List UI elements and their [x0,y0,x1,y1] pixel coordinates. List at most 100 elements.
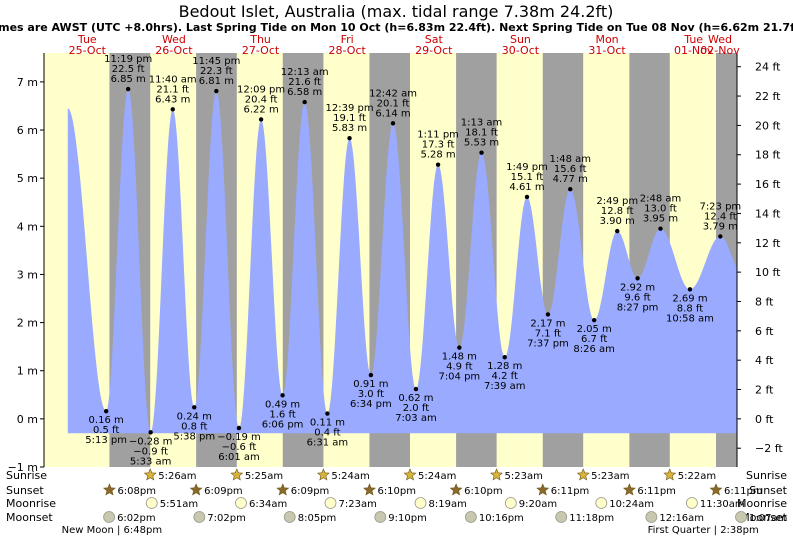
y-tick-label-ft: 0 ft [755,413,774,426]
day-date-label: 29-Oct [415,44,453,57]
low-tide-point [148,430,153,435]
sunset-icon [189,483,203,496]
low-tide-label: 0.5 ft [93,425,119,436]
low-tide-point [457,345,462,350]
low-tide-label: 1.48 m [442,352,477,363]
sunrise-icon [403,468,417,481]
moonset-icon [193,511,206,523]
high-tide-label: 15.6 ft [554,164,587,175]
low-tide-label: −0.9 ft [133,446,168,457]
sunset-time: 6:11pm [637,486,676,497]
sunrise-time: 5:23am [591,471,629,482]
moonset-time: 11:18pm [569,513,614,524]
sunrise-time: 5:26am [158,471,196,482]
low-tide-point [103,408,109,414]
row-label-right: Moonrise [737,497,787,510]
low-tide-label: −0.19 m [217,432,261,443]
moonrise-icon [145,497,158,509]
y-tick-label-ft: 2 ft [755,384,774,397]
moonrise-time: 6:34am [249,499,287,510]
low-tide-label: 4.9 ft [446,362,472,373]
row-label-right: Sunrise [746,469,787,482]
low-tide-label: 0.91 m [353,379,388,390]
low-tide-label: 7:03 am [395,413,437,424]
low-tide-label: 5:38 pm [173,431,215,442]
high-tide-label: 11:40 am [149,74,197,85]
moonset-icon [735,511,747,523]
low-tide-label: 9.6 ft [624,292,650,303]
high-tide-label: 2:49 pm [596,196,638,207]
low-tide-label: −0.6 ft [222,442,257,453]
high-tide-label: 20.4 ft [245,94,278,105]
low-tide-point [502,355,507,360]
high-tide-label: 7:23 pm [699,201,741,212]
moonset-time: 1:07am [749,513,787,524]
y-tick-label-m: 2 m [17,317,38,330]
low-tide-label: 2.0 ft [403,403,429,414]
high-tide-point [125,86,131,92]
sunset-time: 6:10pm [377,486,416,497]
low-tide-label: 0.62 m [398,393,433,404]
low-tide-label: 7.1 ft [535,328,561,339]
moonset-icon [283,511,296,523]
y-tick-label-ft: 8 ft [755,295,774,308]
high-tide-label: 12.8 ft [601,206,634,217]
low-tide-label: 0.4 ft [314,428,340,439]
y-tick-label-ft: 24 ft [755,61,781,74]
row-label-right: Sunset [749,484,787,497]
chart-axes: −1 m 0 m 1 m 2 m 3 m 4 m 5 m 6 m 7 m −2 ft 0 ft 2 f… [8,53,783,474]
day-weekday-label: Sun [510,33,531,46]
high-tide-label: 6.85 m [111,74,146,85]
high-tide-label: 6.43 m [155,94,190,105]
day-weekday-label: Wed [708,33,732,46]
sunset-time: 6:08pm [117,486,156,497]
low-tide-label: 6:01 am [218,452,260,463]
day-date-label: 30-Oct [502,44,540,57]
high-tide-point [258,117,264,122]
low-tide-label: 3.0 ft [358,389,384,400]
high-tide-point [615,228,620,234]
high-tide-point [479,150,484,155]
low-tide-label: 0.11 m [310,418,345,429]
low-tide-label: 7:04 pm [438,372,480,383]
sunset-time: 6:11pm [724,486,763,497]
high-tide-label: 1:11 pm [417,130,459,141]
y-tick-label-ft: 14 ft [755,207,781,220]
low-tide-label: 6:31 am [307,438,349,449]
high-tide-label: 12.4 ft [704,211,737,222]
high-tide-label: 5.53 m [464,138,499,149]
high-tide-label: 1:13 am [461,118,503,129]
low-tide-label: 10:58 am [666,313,714,324]
y-tick-label-ft: 22 ft [755,90,781,103]
day-weekday-label: Thu [249,33,271,46]
low-tide-point [192,405,197,410]
row-label-right: Moonset [740,511,787,524]
high-tide-label: 12:09 pm [237,84,285,95]
y-tick-label-ft: 18 ft [755,149,781,162]
sunrise-time: 5:24am [331,471,369,482]
chart-title: Bedout Islet, Australia (max. tidal rang… [179,2,614,21]
tide-curve [67,89,738,434]
low-tide-label: 7:39 am [484,381,526,392]
day-weekday-label: Tue [683,33,703,46]
low-tide-label: 8:26 am [573,344,615,355]
low-tide-point [591,317,597,323]
low-tide-point [236,425,242,431]
sunrise-time: 5:25am [245,471,283,482]
low-tide-label: 6:34 pm [350,399,392,410]
high-tide-point [302,99,307,105]
high-tide-label: 15.1 ft [511,172,544,183]
day-weekday-label: Wed [162,33,186,46]
tide-area [67,89,738,434]
y-tick-label-m: 1 m [17,365,38,378]
day-date-label: 25-Oct [69,44,107,57]
y-tick-label-ft: 10 ft [755,266,781,279]
sunrise-icon [663,468,677,481]
high-tide-point [524,194,530,200]
row-label-left: Sunrise [6,469,47,482]
high-tide-label: 1:49 pm [506,162,548,173]
low-tide-label: 4.2 ft [492,371,518,382]
high-tide-label: 22.3 ft [200,66,233,77]
high-tide-label: 5.28 m [420,150,455,161]
moonset-icon [464,511,477,523]
